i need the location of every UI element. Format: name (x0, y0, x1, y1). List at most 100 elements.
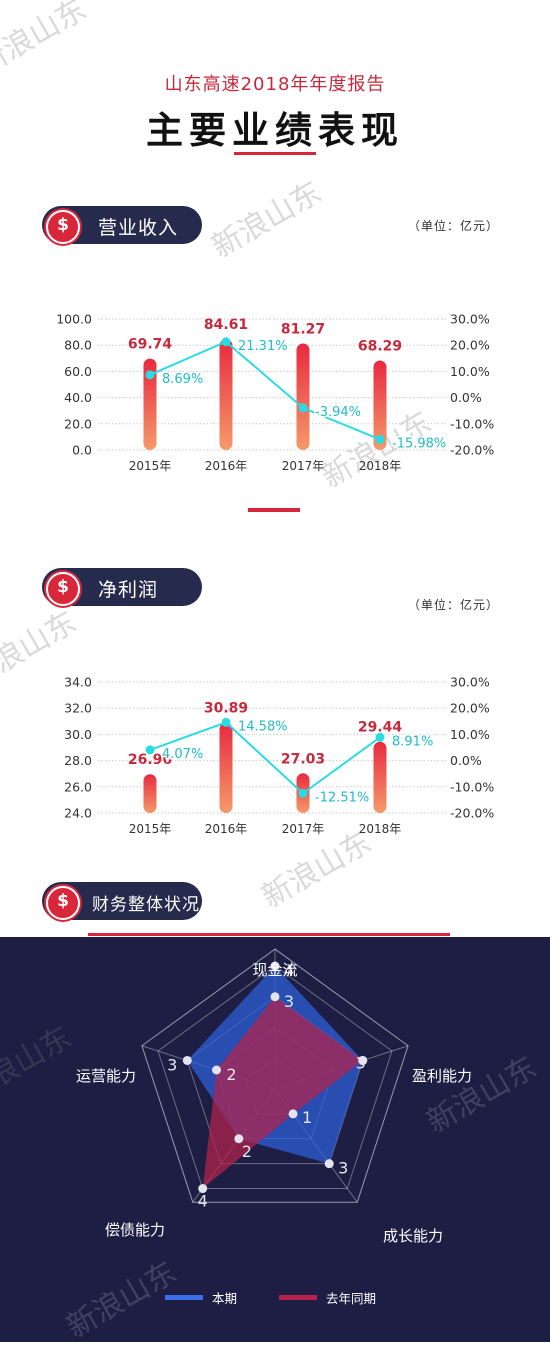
bar-value-label: 27.03 (281, 751, 325, 767)
y-tick-label: 26.0 (64, 779, 92, 794)
bar (143, 774, 157, 813)
section-title-revenue: 营业收入 (98, 217, 179, 239)
radar-ring (157, 965, 393, 1190)
y-tick-label: 100.0 (56, 312, 92, 327)
y-tick-label: 30.0 (64, 727, 92, 742)
financial-radar-panel: 4 3 3 3 1 4 2 3 2 现金流 盈利能力 成长能力 偿债能力 运营能力 本期 去年同期 (0, 937, 550, 1342)
unit-label-revenue: （单位：亿元） (408, 219, 500, 233)
bar (219, 339, 233, 450)
y2-tick-label: 10.0% (450, 364, 490, 379)
growth-value-label: -3.94% (315, 405, 361, 420)
bar-value-label: 68.29 (358, 339, 402, 355)
dollar-coin-icon: $ (46, 210, 80, 244)
radar-value-label: 3 (356, 1053, 366, 1072)
line-point (375, 434, 385, 444)
x-tick-label: 2016年 (205, 822, 248, 836)
line-point (145, 370, 155, 380)
growth-value-label: -12.51% (315, 790, 369, 805)
radar-axis-label: 盈利能力 (412, 1067, 472, 1085)
title-underline (234, 152, 316, 155)
page-title: 主要业绩表现 (146, 109, 404, 152)
y2-tick-label: 30.0% (450, 675, 490, 690)
line-point (298, 403, 308, 413)
radar-point (234, 1134, 244, 1144)
profit-chart: 34.0 32.0 30.0 28.0 26.0 24.0 30.0% 20.0% 10.0% 0… (64, 675, 494, 837)
bar-value-label: 29.44 (358, 720, 403, 736)
bar (373, 360, 387, 450)
line-point (145, 745, 155, 755)
legend-swatch-last-year (279, 1295, 317, 1300)
y-tick-label: 80.0 (64, 338, 92, 353)
line-point (221, 717, 231, 727)
radar-point (270, 992, 280, 1002)
radar-value-label: 3 (338, 1159, 348, 1178)
unit-label-profit: （单位：亿元） (408, 598, 500, 612)
y2-tick-label: 30.0% (450, 312, 490, 327)
x-tick-label: 2015年 (129, 459, 172, 473)
x-tick-label: 2018年 (359, 459, 402, 473)
y2-tick-label: 20.0% (450, 338, 490, 353)
bar-value-label: 26.96 (128, 752, 172, 768)
radar-axis-label: 偿债能力 (105, 1221, 165, 1239)
radar-value-label: 3 (284, 992, 294, 1011)
y-tick-label: 28.0 (64, 753, 92, 768)
growth-value-label: 8.91% (392, 734, 433, 749)
growth-value-label: 14.58% (238, 719, 288, 734)
bar (219, 722, 233, 813)
panel-top-rule (88, 933, 450, 936)
section-pill-revenue: $ 营业收入 (42, 206, 202, 244)
growth-value-label: -15.98% (392, 436, 446, 451)
growth-value-label: 4.07% (162, 747, 203, 762)
section-pill-profit: $ 净利润 (42, 568, 202, 606)
y-tick-label: 60.0 (64, 364, 92, 379)
y-tick-label: 20.0 (64, 416, 92, 431)
bar-value-label: 81.27 (281, 322, 325, 338)
legend-swatch-current (165, 1295, 203, 1300)
radar-value-label: 1 (302, 1108, 312, 1127)
legend-label-last-year: 去年同期 (326, 1291, 376, 1306)
line-point (221, 337, 231, 347)
y2-tick-label: -10.0% (450, 416, 494, 431)
y2-tick-label: 0.0% (450, 753, 482, 768)
x-tick-label: 2015年 (129, 822, 172, 836)
radar-point (358, 1055, 368, 1065)
x-tick-label: 2018年 (359, 822, 402, 836)
x-tick-label: 2016年 (205, 459, 248, 473)
radar-outer-ring (141, 948, 409, 1203)
dollar-coin-icon: $ (46, 572, 80, 606)
x-tick-label: 2017年 (282, 459, 325, 473)
y2-tick-label: 0.0% (450, 390, 482, 405)
radar-value-label: 2 (226, 1065, 236, 1084)
bar (143, 358, 157, 450)
radar-value-label: 4 (198, 1192, 208, 1211)
radar-point (212, 1065, 222, 1075)
bar-value-label: 30.89 (204, 701, 248, 717)
growth-line (149, 721, 381, 795)
watermark: 新浪山东 (206, 174, 328, 266)
growth-value-label: 21.31% (238, 339, 288, 354)
y-tick-label: 34.0 (64, 675, 92, 690)
section-title-profit: 净利润 (98, 579, 159, 601)
radar-value-label: 2 (242, 1142, 252, 1161)
x-tick-label: 2017年 (282, 822, 325, 836)
y2-tick-label: -20.0% (450, 806, 494, 821)
radar-point (324, 1159, 334, 1169)
bar-value-label: 84.61 (204, 317, 248, 333)
legend-label-current: 本期 (212, 1291, 237, 1306)
revenue-chart: 100.0 80.0 60.0 40.0 20.0 0.0 30.0% 20.0% 10.0% 0… (56, 312, 494, 474)
line-point (375, 732, 385, 742)
y2-tick-label: -20.0% (450, 443, 494, 458)
y-tick-label: 24.0 (64, 806, 92, 821)
radar-point (182, 1055, 192, 1065)
section-pill-finance: $ 财务整体状况 (42, 882, 202, 920)
radar-axis-label: 成长能力 (383, 1227, 443, 1245)
radar-value-label: 3 (167, 1055, 177, 1074)
radar-axis-label: 现金流 (252, 961, 297, 979)
dollar-coin-icon: $ (46, 886, 80, 920)
radar-point (288, 1109, 298, 1119)
radar-point (198, 1184, 208, 1194)
radar-point (270, 961, 280, 971)
y-tick-label: 32.0 (64, 701, 92, 716)
growth-value-label: 8.69% (162, 372, 203, 387)
